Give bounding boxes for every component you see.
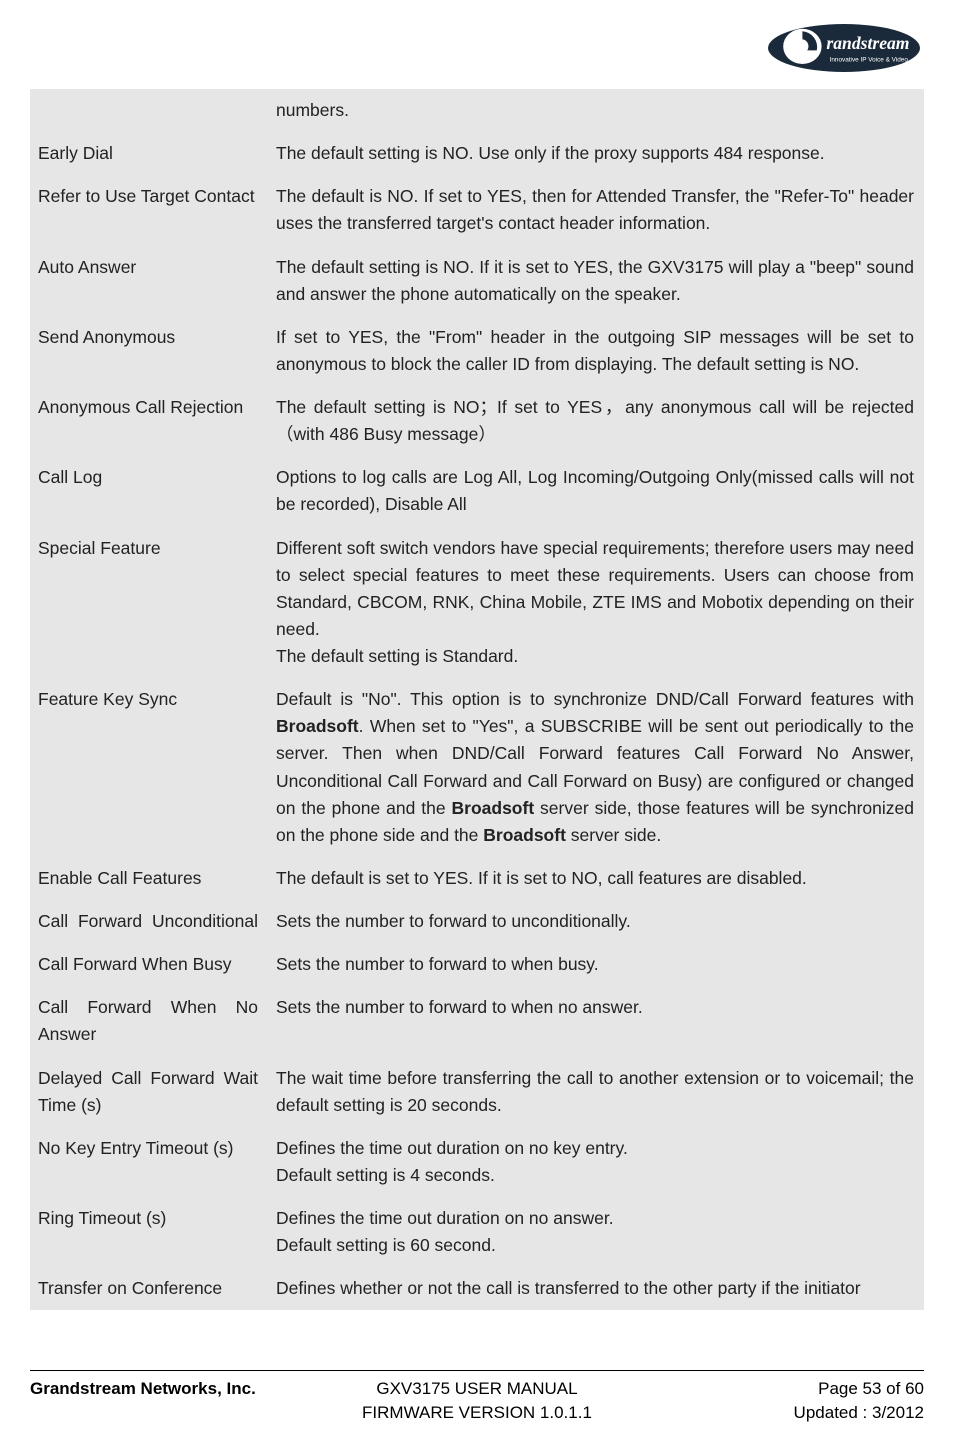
setting-description: Defines whether or not the call is trans… <box>268 1267 924 1310</box>
description-text: The default is set to YES. If it is set … <box>276 868 807 888</box>
table-row: Auto AnswerThe default setting is NO. If… <box>30 246 924 316</box>
setting-description: The default is NO. If set to YES, then f… <box>268 175 924 245</box>
table-row: Delayed Call Forward Wait Time (s)The wa… <box>30 1057 924 1127</box>
description-text: server side. <box>566 825 661 845</box>
description-text: Broadsoft <box>483 825 566 845</box>
description-text: The default setting is Standard. <box>276 643 914 670</box>
setting-description: Sets the number to forward to when busy. <box>268 943 924 986</box>
setting-label: Call Forward When No Answer <box>30 986 268 1056</box>
svg-text:Innovative IP Voice & Video: Innovative IP Voice & Video <box>830 57 909 64</box>
description-text: Different soft switch vendors have speci… <box>276 535 914 644</box>
setting-description: Sets the number to forward to unconditio… <box>268 900 924 943</box>
setting-label: Auto Answer <box>30 246 268 316</box>
setting-description: Default is "No". This option is to synch… <box>268 678 924 857</box>
footer-updated-date: Updated : 3/2012 <box>794 1403 924 1422</box>
description-text: Options to log calls are Log All, Log In… <box>276 467 914 514</box>
setting-label: Feature Key Sync <box>30 678 268 857</box>
description-text: Default setting is 4 seconds. <box>276 1162 914 1189</box>
setting-description: The default setting is NO. Use only if t… <box>268 132 924 175</box>
setting-label: Delayed Call Forward Wait Time (s) <box>30 1057 268 1127</box>
grandstream-logo-icon: randstream Innovative IP Voice & Video <box>764 20 924 76</box>
setting-description: Options to log calls are Log All, Log In… <box>268 456 924 526</box>
setting-description: numbers. <box>268 89 924 132</box>
setting-description: The default setting is NO；If set to YES，… <box>268 386 924 456</box>
table-row: numbers. <box>30 89 924 132</box>
setting-description: The wait time before transferring the ca… <box>268 1057 924 1127</box>
setting-label: Call Forward When Busy <box>30 943 268 986</box>
description-text: Defines the time out duration on no answ… <box>276 1205 914 1232</box>
table-row: Enable Call Features The default is set t… <box>30 857 924 900</box>
table-row: Special FeatureDifferent soft switch ven… <box>30 527 924 679</box>
setting-description: If set to YES, the "From" header in the … <box>268 316 924 386</box>
setting-label: Enable Call Features <box>30 857 268 900</box>
setting-description: Sets the number to forward to when no an… <box>268 986 924 1056</box>
svg-text:randstream: randstream <box>826 33 909 53</box>
table-row: Call Forward Unconditional Sets the numbe… <box>30 900 924 943</box>
description-text: Defines the time out duration on no key … <box>276 1135 914 1162</box>
table-row: Feature Key Sync Default is "No". This op… <box>30 678 924 857</box>
setting-description: The default is set to YES. If it is set … <box>268 857 924 900</box>
description-text: Default is "No". This option is to synch… <box>276 689 914 709</box>
setting-label <box>30 89 268 132</box>
description-text: Sets the number to forward to when busy. <box>276 954 599 974</box>
description-text: The default setting is NO. Use only if t… <box>276 143 825 163</box>
setting-label: Call Log <box>30 456 268 526</box>
description-text: The default setting is NO. If it is set … <box>276 257 914 304</box>
setting-label: Call Forward Unconditional <box>30 900 268 943</box>
table-row: Send AnonymousIf set to YES, the "From" … <box>30 316 924 386</box>
setting-label: Anonymous Call Rejection <box>30 386 268 456</box>
footer-company: Grandstream Networks, Inc. <box>30 1379 256 1398</box>
setting-description: Different soft switch vendors have speci… <box>268 527 924 679</box>
footer-page-number: Page 53 of 60 <box>818 1379 924 1398</box>
footer-firmware-version: FIRMWARE VERSION 1.0.1.1 <box>362 1403 592 1422</box>
footer-manual-title: GXV3175 USER MANUAL <box>376 1379 577 1398</box>
setting-label: Send Anonymous <box>30 316 268 386</box>
table-row: Early Dial The default setting is NO. Use… <box>30 132 924 175</box>
table-row: Call LogOptions to log calls are Log All… <box>30 456 924 526</box>
setting-description: The default setting is NO. If it is set … <box>268 246 924 316</box>
setting-label: Special Feature <box>30 527 268 679</box>
description-text: Broadsoft <box>452 798 535 818</box>
table-row: Refer to Use Target ContactThe default i… <box>30 175 924 245</box>
setting-label: Ring Timeout (s) <box>30 1197 268 1267</box>
setting-label: No Key Entry Timeout (s) <box>30 1127 268 1197</box>
table-row: Transfer on Conference Defines whether or… <box>30 1267 924 1310</box>
table-row: Call Forward When No Answer Sets the numb… <box>30 986 924 1056</box>
page-footer: Grandstream Networks, Inc. GXV3175 USER … <box>30 1370 924 1426</box>
table-row: Anonymous Call RejectionThe default sett… <box>30 386 924 456</box>
brand-logo: randstream Innovative IP Voice & Video <box>30 20 924 89</box>
setting-label: Early Dial <box>30 132 268 175</box>
description-text: The default is NO. If set to YES, then f… <box>276 186 914 233</box>
settings-table: numbers. Early Dial The default setting is… <box>30 89 924 1310</box>
description-text: Sets the number to forward to when no an… <box>276 997 643 1017</box>
description-text: The wait time before transferring the ca… <box>276 1068 914 1115</box>
setting-description: Defines the time out duration on no key … <box>268 1127 924 1197</box>
description-text: The default setting is NO；If set to YES，… <box>276 397 914 444</box>
table-row: No Key Entry Timeout (s) Defines the time… <box>30 1127 924 1197</box>
setting-label: Transfer on Conference <box>30 1267 268 1310</box>
setting-description: Defines the time out duration on no answ… <box>268 1197 924 1267</box>
description-text: numbers. <box>276 100 349 120</box>
description-text: Defines whether or not the call is trans… <box>276 1278 861 1298</box>
description-text: If set to YES, the "From" header in the … <box>276 327 914 374</box>
description-text: Broadsoft <box>276 716 359 736</box>
setting-label: Refer to Use Target Contact <box>30 175 268 245</box>
table-row: Call Forward When Busy Sets the number to… <box>30 943 924 986</box>
table-row: Ring Timeout (s) Defines the time out dur… <box>30 1197 924 1267</box>
description-text: Default setting is 60 second. <box>276 1232 914 1259</box>
description-text: Sets the number to forward to unconditio… <box>276 911 631 931</box>
